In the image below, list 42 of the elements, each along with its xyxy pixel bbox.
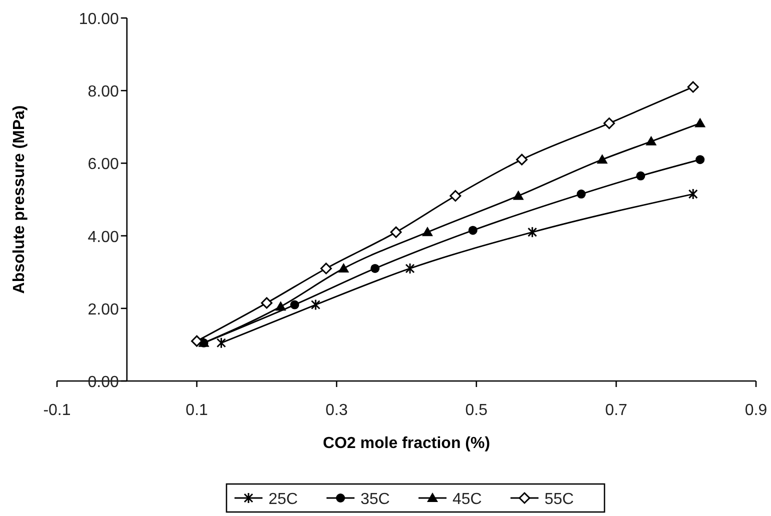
point [516,154,528,166]
point [696,155,705,164]
point [646,136,657,146]
point [310,299,320,311]
point [320,262,332,274]
legend-label: 25C [268,491,298,508]
point [596,154,608,164]
legend-label: 45C [452,491,482,508]
point [687,81,699,93]
point [468,226,478,235]
y-axis-title: Absolute pressure (MPa) [11,105,28,294]
point [260,297,272,309]
y-tick-label: 4.00 [88,228,119,246]
point [390,226,402,238]
point [688,188,698,200]
y-tick-label: 6.00 [88,156,119,174]
x-tick-label: 0.7 [605,402,628,419]
point [338,262,350,272]
x-axis-title: CO2 mole fraction (%) [322,435,490,452]
point [405,262,415,274]
x-tick-label: 0.3 [325,402,348,419]
legend-label: 35C [360,491,390,508]
x-tick-label: 0.5 [465,402,488,419]
legend-label: 55C [544,491,574,508]
point [512,190,524,200]
point [450,190,462,202]
point [275,301,286,311]
point [290,300,300,310]
y-tick-label: 10.00 [78,11,119,28]
point [636,171,646,180]
y-tick-label: 2.00 [88,301,119,318]
point [576,190,586,199]
y-tick-label: 8.00 [88,84,119,101]
point [216,337,226,349]
point [694,118,706,128]
x-tick-label: -0.1 [43,402,71,419]
point [603,118,615,130]
point [370,264,380,273]
point [422,226,433,236]
x-tick-label: 0.9 [744,402,768,419]
point [528,226,538,238]
x-tick-label: 0.1 [186,402,208,419]
